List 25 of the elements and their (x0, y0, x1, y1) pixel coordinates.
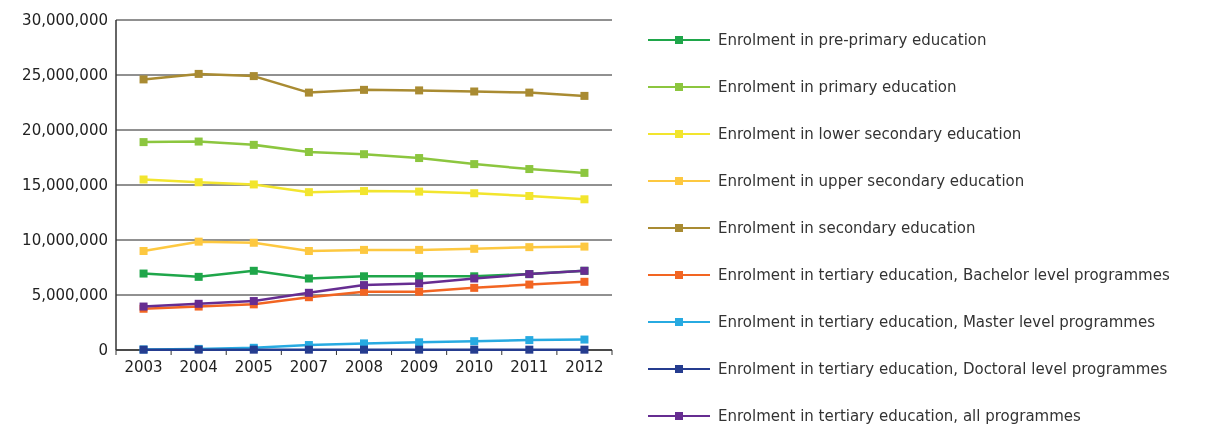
legend-label: Enrolment in upper secondary education (718, 172, 1025, 191)
y-tick-label: 10,000,000 (22, 231, 108, 250)
legend-label: Enrolment in primary education (718, 78, 957, 97)
legend-label: Enrolment in lower secondary education (718, 125, 1022, 144)
y-tick-label: 20,000,000 (22, 121, 108, 140)
x-tick-label: 2011 (510, 358, 549, 376)
x-tick-label: 2005 (234, 358, 273, 376)
legend-label: Enrolment in pre-primary education (718, 31, 987, 50)
x-tick-label: 2009 (400, 358, 439, 376)
x-tick-label: 2008 (344, 358, 384, 376)
legend-label: Enrolment in tertiary education, all programmes (718, 407, 1082, 426)
x-tick-label: 2003 (124, 358, 163, 376)
y-tick-label: 5,000,000 (31, 286, 108, 305)
x-tick-label: 2004 (179, 358, 218, 376)
legend-label: Enrolment in tertiary education, Master level programmes (718, 313, 1156, 332)
legend-label: Enrolment in tertiary education, Doctoral level programmes (718, 360, 1168, 379)
x-tick-label: 2012 (565, 358, 604, 376)
x-tick-label: 2007 (289, 358, 328, 376)
y-tick-label: 25,000,000 (22, 66, 108, 85)
y-tick-label: 15,000,000 (22, 176, 108, 195)
y-tick-label: 30,000,000 (22, 11, 108, 30)
legend-label: Enrolment in secondary education (718, 219, 976, 238)
y-tick-label: 0 (98, 341, 108, 360)
x-tick-label: 2010 (455, 358, 494, 376)
legend-label: Enrolment in tertiary education, Bachelor level programmes (718, 266, 1170, 285)
